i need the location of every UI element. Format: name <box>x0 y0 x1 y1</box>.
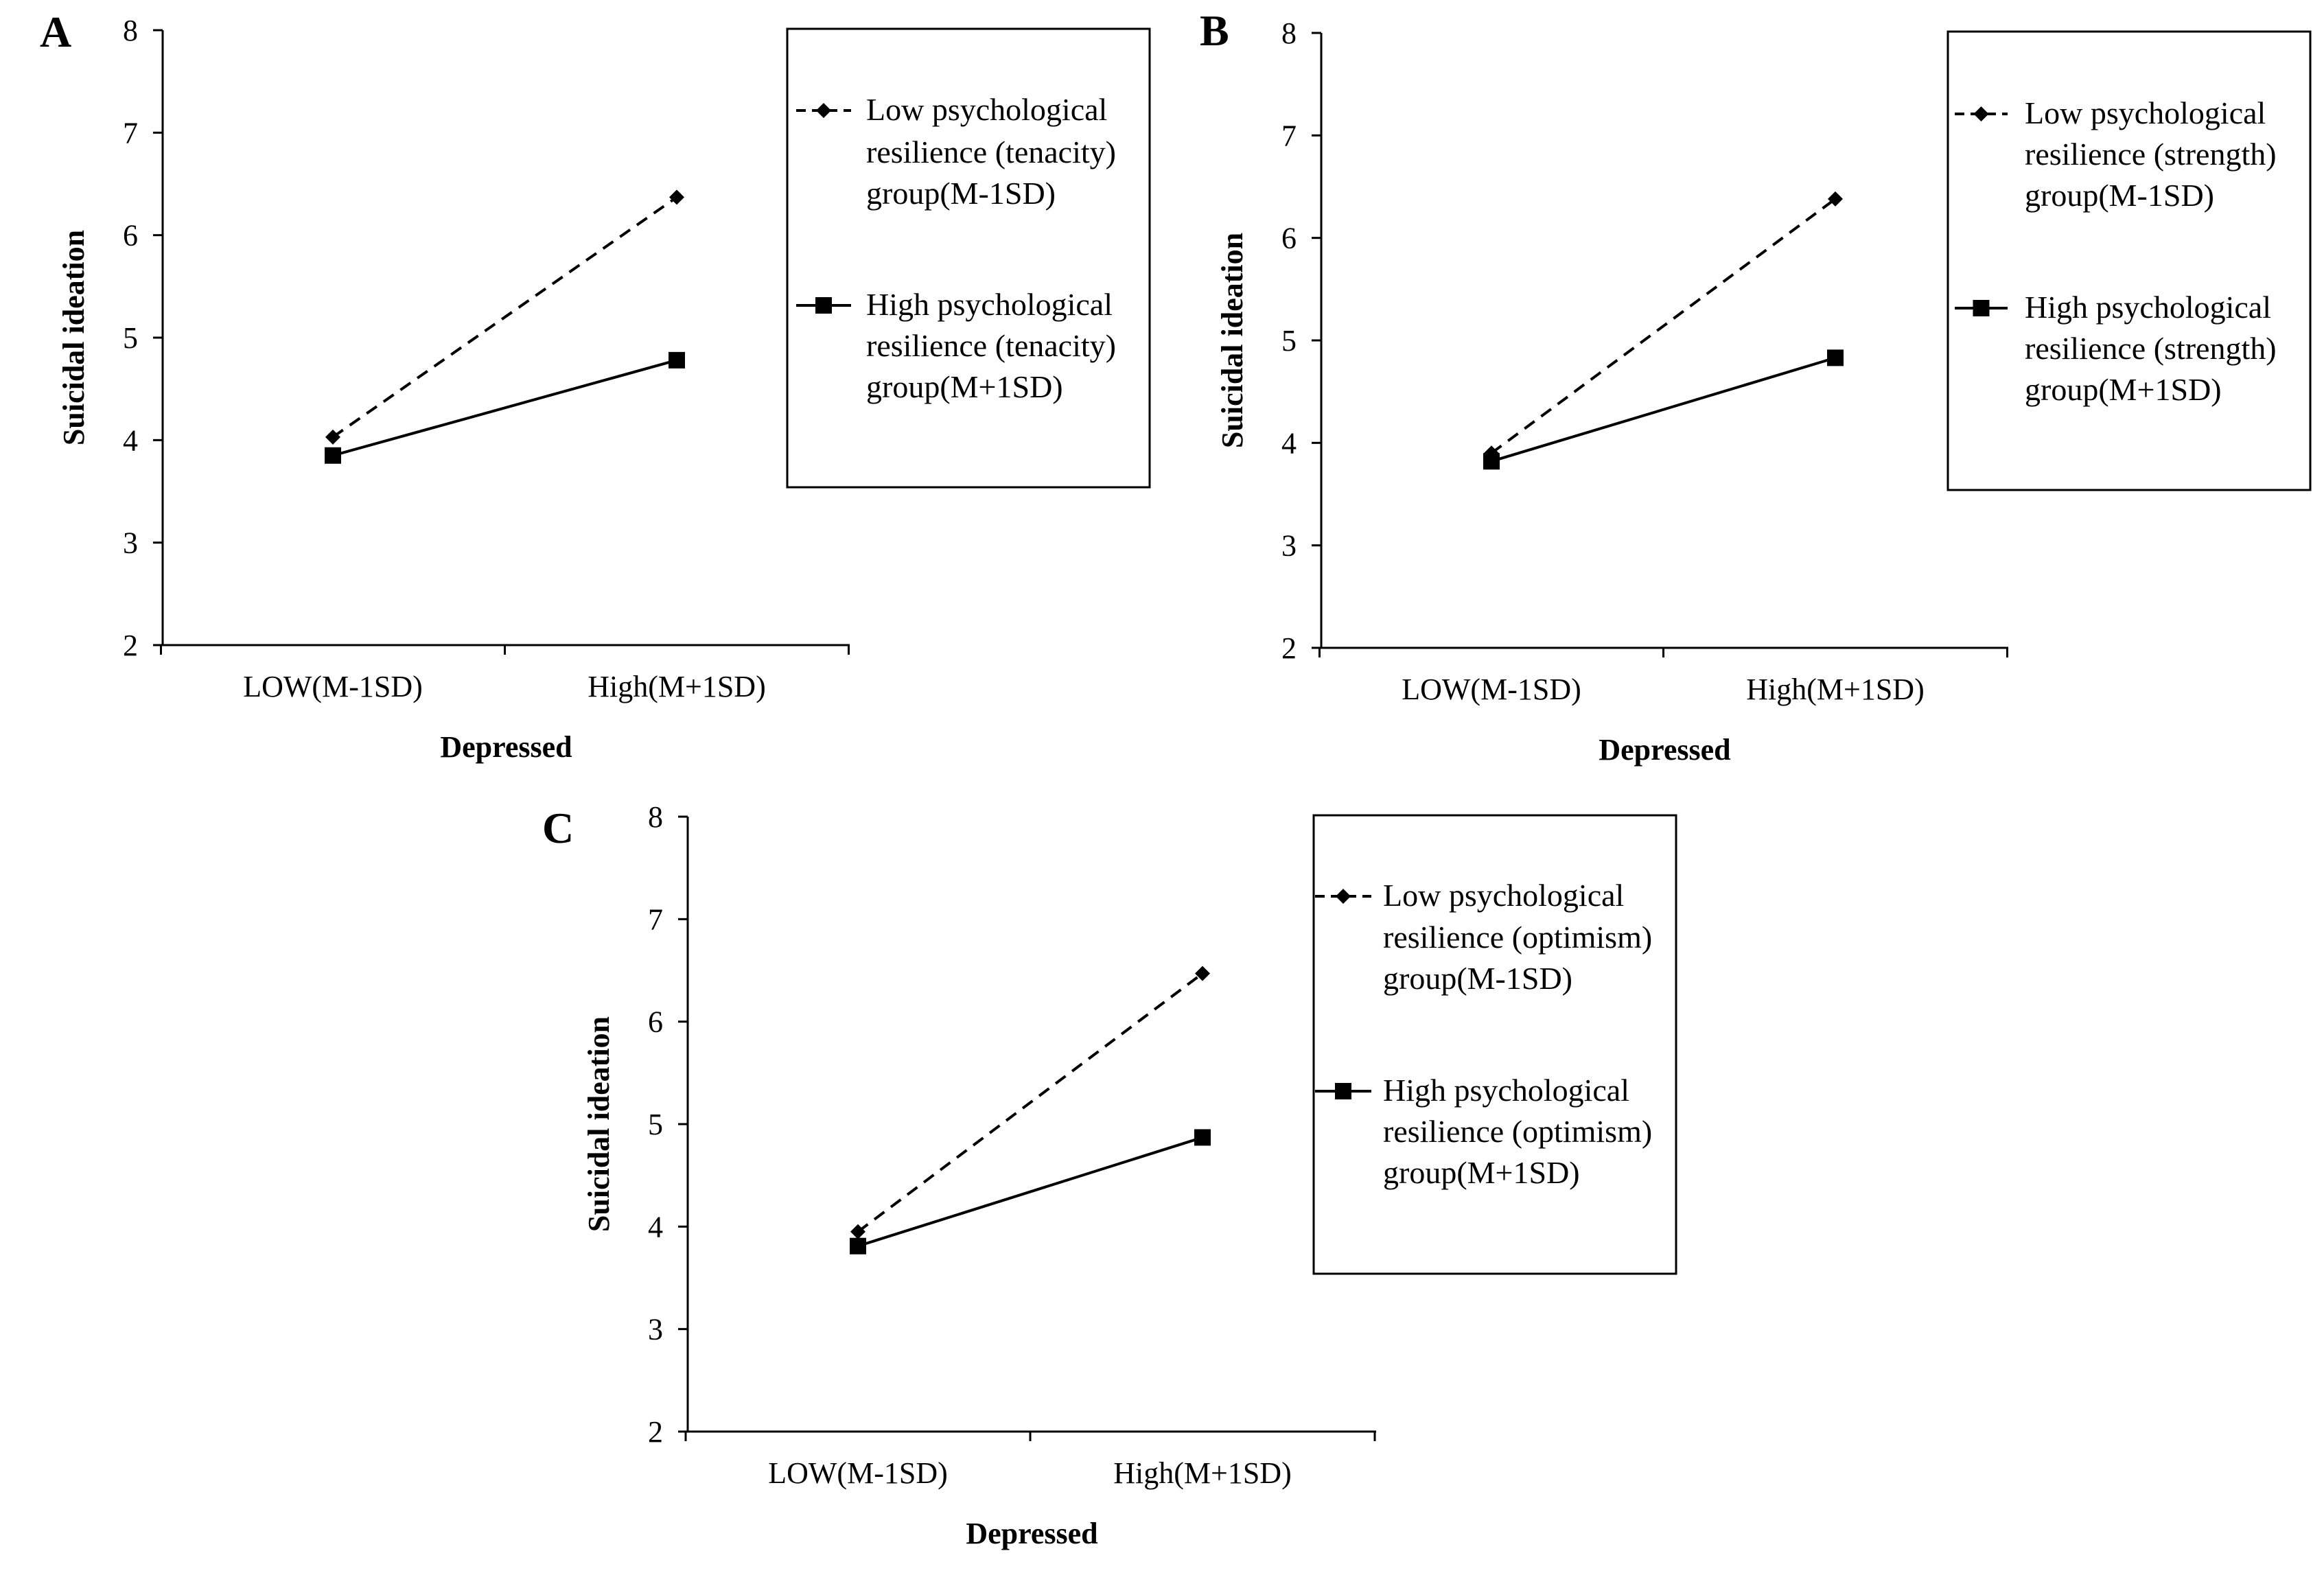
x-tick-label: LOW(M-1SD) <box>243 670 423 703</box>
y-axis-title: Suicidal ideation <box>1216 233 1249 448</box>
data-point-square <box>669 351 685 369</box>
y-tick-label: 4 <box>1281 426 1297 460</box>
legend-box <box>786 27 1151 489</box>
data-point-diamond <box>1828 191 1843 207</box>
data-point-square <box>1827 349 1844 366</box>
legend-entry-text: resilience (optimism) <box>1383 1114 1652 1149</box>
data-point-square <box>850 1237 866 1255</box>
legend-entry-text: resilience (tenacity) <box>866 328 1116 363</box>
legend-key-marker <box>1336 889 1351 904</box>
y-tick-label: 7 <box>123 116 138 150</box>
y-tick-label: 2 <box>123 629 138 662</box>
series-line-high-resilience <box>1491 356 1836 463</box>
legend-entry-text: resilience (strength) <box>2025 331 2277 366</box>
y-tick-label: 5 <box>123 321 138 355</box>
data-point-diamond <box>850 1224 865 1239</box>
data-point-diamond <box>1195 966 1210 981</box>
x-tick-label: LOW(M-1SD) <box>768 1456 948 1490</box>
legend-entry-text: group(M+1SD) <box>866 369 1063 404</box>
legend-key-marker <box>1973 106 1989 121</box>
x-tick-label: LOW(M-1SD) <box>1402 673 1581 706</box>
legend-entry-text: High psychological <box>2025 290 2271 325</box>
y-tick-label: 8 <box>648 800 663 834</box>
series-line-low-resilience <box>1490 198 1837 454</box>
y-tick-label: 6 <box>1281 222 1297 255</box>
y-tick-label: 6 <box>123 219 138 253</box>
y-tick-label: 6 <box>648 1005 663 1039</box>
legend-entry-text: Low psychological <box>866 92 1107 127</box>
panel-a: A 2 3 4 5 6 7 8 LOW(M-1SD) High(M+1SD) Depressed Su… <box>40 8 1151 764</box>
panel-c: C 2 3 4 5 6 7 8 LOW(M-1SD) High(M+1SD) Depressed Su… <box>542 800 1677 1550</box>
legend-box <box>1312 814 1677 1275</box>
data-point-square <box>1483 453 1500 470</box>
legend-key-marker <box>816 103 831 118</box>
series-line-high-resilience <box>857 1136 1203 1248</box>
legend-entry-text: group(M+1SD) <box>1383 1155 1580 1190</box>
y-tick-label: 5 <box>648 1108 663 1141</box>
legend-key-marker <box>1973 300 1990 316</box>
y-tick-label: 2 <box>1281 631 1297 665</box>
x-tick-label: High(M+1SD) <box>1113 1456 1292 1490</box>
y-axis-title: Suicidal ideation <box>57 230 91 445</box>
series-line-low-resilience <box>857 972 1204 1233</box>
legend-entry-text: group(M-1SD) <box>866 176 1056 211</box>
y-tick-label: 3 <box>123 526 138 560</box>
y-tick-label: 7 <box>1281 119 1297 152</box>
y-tick-label: 4 <box>123 423 138 457</box>
y-tick-label: 8 <box>123 14 138 47</box>
y-tick-label: 2 <box>648 1415 663 1449</box>
y-tick-label: 8 <box>1281 16 1297 50</box>
y-axis-title: Suicidal ideation <box>582 1016 616 1232</box>
panel-label: C <box>542 804 574 852</box>
x-axis-title: Depressed <box>1599 733 1730 767</box>
x-tick-label: High(M+1SD) <box>1746 673 1925 706</box>
y-tick-label: 4 <box>648 1210 663 1244</box>
x-axis-title: Depressed <box>440 730 572 764</box>
legend-entry-text: resilience (tenacity) <box>866 135 1116 170</box>
legend-entry-text: High psychological <box>1383 1073 1629 1108</box>
x-tick-label: High(M+1SD) <box>588 670 766 703</box>
legend-entry-text: group(M-1SD) <box>2025 178 2214 213</box>
legend-box <box>1947 30 2312 491</box>
x-axis-title: Depressed <box>966 1517 1097 1550</box>
series-line-low-resilience <box>332 196 678 439</box>
data-point-diamond <box>325 429 340 445</box>
legend-entry-text: group(M-1SD) <box>1383 961 1572 996</box>
legend-entry-text: resilience (strength) <box>2025 137 2277 172</box>
panel-label: A <box>40 8 71 56</box>
data-point-diamond <box>669 189 684 205</box>
legend-entry-text: resilience (optimism) <box>1383 920 1652 955</box>
series-line-high-resilience <box>332 358 677 457</box>
y-tick-label: 3 <box>648 1313 663 1346</box>
y-tick-label: 5 <box>1281 324 1297 358</box>
panel-b: B 2 3 4 5 6 7 8 LOW(M-1SD) High(M+1SD) Depressed Su… <box>1200 6 2312 767</box>
legend-key-marker <box>1335 1083 1351 1099</box>
panel-label: B <box>1200 6 1229 55</box>
data-point-square <box>325 447 341 464</box>
data-point-square <box>1194 1129 1211 1146</box>
legend-key-marker <box>815 297 832 314</box>
legend-entry-text: group(M+1SD) <box>2025 372 2222 407</box>
y-tick-label: 7 <box>648 902 663 936</box>
legend-entry-text: Low psychological <box>2025 95 2266 130</box>
legend-entry-text: High psychological <box>866 287 1113 322</box>
y-tick-label: 3 <box>1281 529 1297 563</box>
legend-entry-text: Low psychological <box>1383 878 1624 913</box>
